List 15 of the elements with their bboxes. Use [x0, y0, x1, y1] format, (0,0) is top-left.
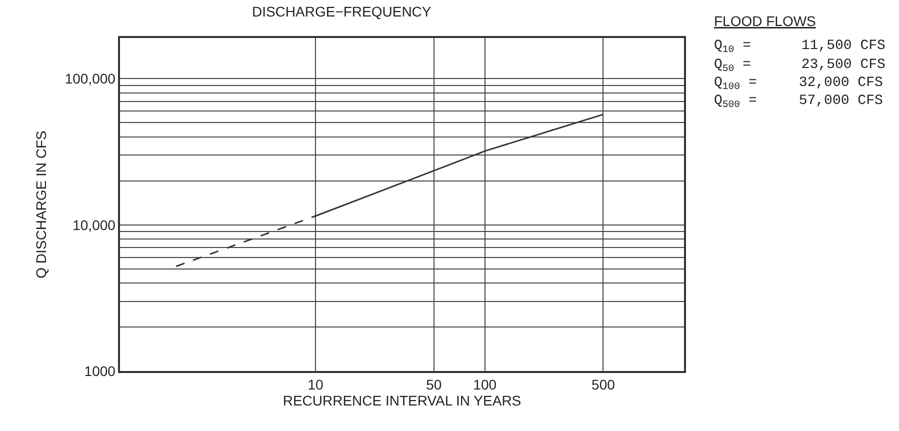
x-tick-label: 50 — [426, 376, 442, 393]
text: Q$_{50}$ = 23,500 CFS — [714, 57, 886, 74]
y-axis-title: Q DISCHARGE IN CFS — [32, 130, 49, 278]
text: Q$_{10}$ = 11,500 CFS — [714, 38, 886, 55]
x-axis-title: RECURRENCE INTERVAL IN YEARS — [282, 392, 522, 409]
text: Q$_{500}$ = 57,000 CFS — [714, 93, 883, 110]
y-tick-label: 100,000 — [64, 70, 116, 87]
text: Q$_{100}$ = 32,000 CFS — [714, 75, 883, 92]
y-tick-label: 1000 — [84, 362, 116, 379]
text: FLOOD FLOWS — [714, 13, 816, 29]
x-tick-label: 500 — [592, 376, 616, 393]
chart-title: DISCHARGE−FREQUENCY — [252, 3, 432, 20]
y-tick-label: 10,000 — [72, 216, 116, 233]
x-tick-label: 100 — [473, 376, 497, 393]
x-tick-label: 10 — [308, 376, 324, 393]
